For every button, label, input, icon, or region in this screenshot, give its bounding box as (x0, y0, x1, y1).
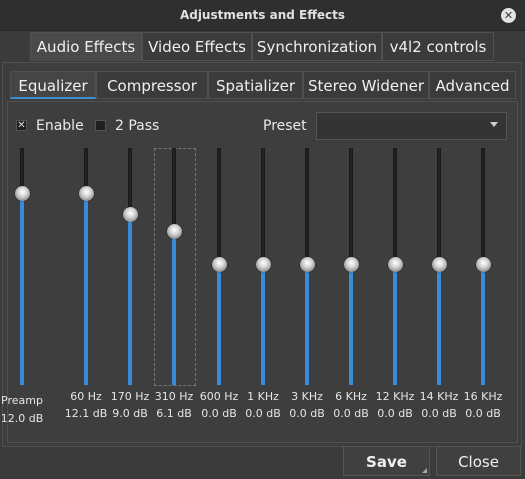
eq-slider-3[interactable] (154, 148, 194, 388)
slider-fill (84, 193, 88, 385)
slider-fill (437, 264, 441, 385)
eq-slider-1[interactable] (66, 148, 106, 388)
band-value: 0.0 dB (465, 407, 501, 420)
resize-grip-icon (422, 468, 427, 473)
window-title: Adjustments and Effects (179, 8, 346, 22)
eq-slider-10[interactable] (463, 148, 503, 388)
band-value: 12.0 dB (0, 412, 44, 425)
tab-synchronization[interactable]: Synchronization (252, 32, 382, 61)
tab-compressor[interactable]: Compressor (96, 71, 208, 99)
eq-slider-4[interactable] (199, 148, 239, 388)
band-value: 0.0 dB (201, 407, 237, 420)
slider-handle[interactable] (344, 257, 359, 272)
save-button-label: Save (366, 453, 407, 471)
band-label: 14 KHz (419, 390, 459, 403)
band-label: 6 KHz (335, 390, 367, 403)
eq-slider-0[interactable] (2, 148, 42, 388)
band-value: 0.0 dB (333, 407, 369, 420)
slider-handle[interactable] (79, 186, 94, 201)
slider-fill (20, 193, 24, 385)
eq-slider-8[interactable] (375, 148, 415, 388)
slider-handle[interactable] (388, 257, 403, 272)
chevron-down-icon (490, 122, 498, 127)
tab-advanced[interactable]: Advanced (429, 71, 516, 99)
tab-spatializer[interactable]: Spatializer (208, 71, 303, 99)
tab-audio-effects[interactable]: Audio Effects (30, 32, 142, 61)
enable-checkbox[interactable]: ✕ (16, 120, 27, 131)
close-icon[interactable]: ✕ (501, 8, 516, 23)
preset-dropdown[interactable] (316, 112, 507, 140)
save-button[interactable]: Save (343, 446, 430, 476)
two-pass-checkbox[interactable] (95, 120, 106, 131)
band-label: 310 Hz (154, 390, 194, 403)
tab-v4l2-controls[interactable]: v4l2 controls (382, 32, 494, 61)
slider-handle[interactable] (15, 186, 30, 201)
band-label: 170 Hz (110, 390, 150, 403)
slider-handle[interactable] (167, 224, 182, 239)
band-label: 3 KHz (291, 390, 323, 403)
slider-fill (349, 264, 353, 385)
eq-slider-9[interactable] (419, 148, 459, 388)
band-label: 12 KHz (375, 390, 415, 403)
band-value: 12.1 dB (64, 407, 108, 420)
band-value: 0.0 dB (377, 407, 413, 420)
two-pass-label: 2 Pass (115, 118, 160, 134)
band-value: 0.0 dB (245, 407, 281, 420)
tab-equalizer[interactable]: Equalizer (10, 71, 96, 99)
band-label: Preamp (1, 394, 43, 407)
slider-handle[interactable] (476, 257, 491, 272)
title-bar: Adjustments and Effects ✕ (0, 0, 525, 31)
band-value: 0.0 dB (289, 407, 325, 420)
eq-slider-5[interactable] (243, 148, 283, 388)
band-label: 600 Hz (199, 390, 239, 403)
slider-fill (217, 264, 221, 385)
enable-label: Enable (36, 118, 84, 134)
band-value: 9.0 dB (112, 407, 148, 420)
slider-fill (128, 214, 132, 385)
close-button[interactable]: Close (436, 446, 521, 476)
tab-video-effects[interactable]: Video Effects (142, 32, 252, 61)
slider-handle[interactable] (300, 257, 315, 272)
preset-label: Preset (263, 118, 307, 134)
band-label: 60 Hz (70, 390, 102, 403)
eq-slider-7[interactable] (331, 148, 371, 388)
slider-handle[interactable] (432, 257, 447, 272)
eq-slider-6[interactable] (287, 148, 327, 388)
slider-handle[interactable] (123, 207, 138, 222)
band-value: 0.0 dB (421, 407, 457, 420)
band-value: 6.1 dB (156, 407, 192, 420)
tab-stereo-widener[interactable]: Stereo Widener (303, 71, 429, 99)
slider-fill (172, 231, 176, 385)
slider-fill (481, 264, 485, 385)
band-label: 16 KHz (463, 390, 503, 403)
slider-fill (305, 264, 309, 385)
slider-handle[interactable] (256, 257, 271, 272)
slider-handle[interactable] (212, 257, 227, 272)
slider-fill (393, 264, 397, 385)
slider-fill (261, 264, 265, 385)
eq-slider-2[interactable] (110, 148, 150, 388)
band-label: 1 KHz (247, 390, 279, 403)
